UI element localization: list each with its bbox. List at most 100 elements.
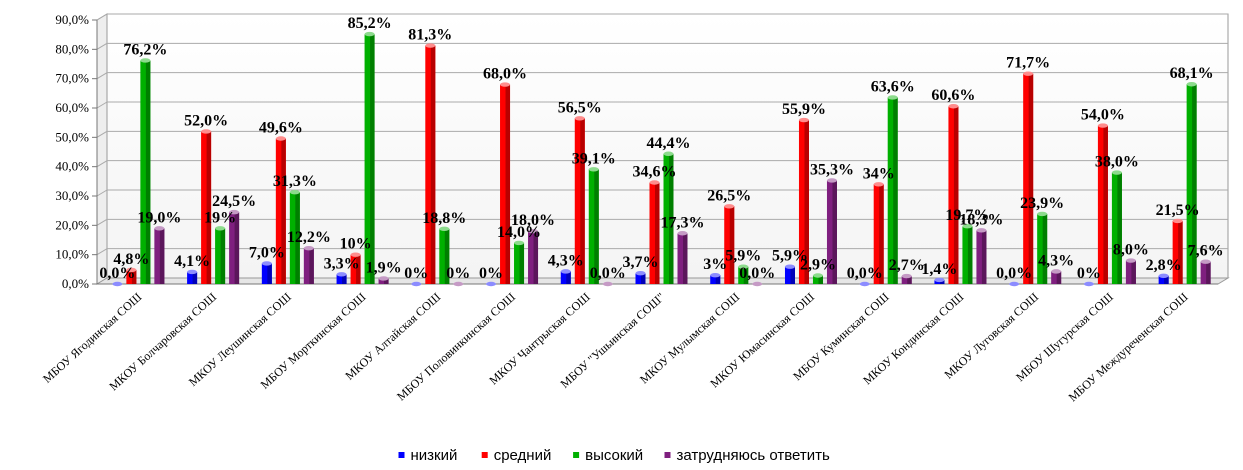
data-label: 7,0% [249, 244, 285, 261]
bar [500, 82, 511, 285]
data-label: 60,6% [931, 87, 975, 104]
data-label: 17,3% [661, 214, 705, 231]
bar-shade [594, 169, 599, 284]
bar-shade [804, 120, 809, 284]
bar-cap [859, 281, 870, 287]
bar [1083, 281, 1094, 287]
bar-cap [649, 180, 660, 185]
bar-body [350, 254, 361, 284]
data-label: 3,7% [623, 254, 659, 271]
bar-shade [444, 228, 450, 284]
data-label: 19,7% [945, 207, 989, 224]
bar [364, 31, 375, 284]
bar-cap [1037, 211, 1048, 217]
bar-body [663, 153, 674, 284]
bar [812, 273, 823, 284]
data-label: 34,6% [633, 164, 677, 181]
gridline-side [96, 13, 108, 21]
data-label: 85,2% [348, 15, 392, 32]
legend-swatch [481, 452, 488, 458]
bar-cap [901, 273, 912, 279]
bar [976, 228, 987, 284]
bar-body [514, 242, 525, 284]
bar [229, 209, 240, 284]
bar-body [289, 192, 300, 284]
bar [154, 226, 165, 284]
bar-body [948, 106, 959, 285]
bar-cap [1023, 71, 1034, 76]
bar-cap [798, 117, 809, 123]
legend-item: высокий [573, 447, 643, 464]
data-label: 4,3% [1038, 252, 1074, 269]
bar-shade [281, 138, 286, 284]
bar [663, 151, 674, 284]
bar-body [1023, 73, 1034, 285]
data-label: 14,0% [497, 224, 541, 241]
gridline-side [96, 72, 108, 80]
data-label: 19% [204, 209, 236, 226]
bar [140, 58, 151, 285]
bar-shade [1192, 84, 1197, 285]
legend-label: затрудняюсь ответить [677, 447, 830, 464]
bar-cap [962, 224, 973, 229]
data-label: 1,9% [366, 259, 402, 276]
bar [677, 231, 688, 284]
gridline-side [96, 189, 108, 197]
bar-cap [187, 269, 198, 275]
y-tick-label: 20,0% [55, 217, 89, 232]
bar-shade [430, 45, 436, 284]
data-label: 71,7% [1006, 55, 1050, 72]
bar [1172, 218, 1183, 284]
bar-body [649, 182, 660, 284]
bar-cap [1186, 82, 1197, 87]
data-label: 0,0% [99, 265, 135, 282]
y-tick-label: 30,0% [55, 188, 89, 203]
bar-shade [641, 273, 646, 284]
bar [1158, 273, 1169, 284]
bar-cap [154, 226, 165, 231]
data-label: 55,9% [782, 101, 826, 118]
gridline-side [96, 130, 108, 138]
bar [560, 269, 571, 284]
y-tick-label: 90,0% [55, 12, 89, 27]
bar [752, 281, 763, 287]
bar-cap [1111, 170, 1122, 175]
data-label: 2,7% [889, 257, 925, 274]
bar-shade [1028, 73, 1034, 285]
bar-cap [663, 151, 674, 156]
bar [948, 104, 959, 285]
data-label: 4,1% [174, 253, 210, 270]
bar-shade [683, 233, 688, 284]
gridline-side [96, 160, 108, 168]
bar-body [710, 275, 721, 284]
bar-body [275, 138, 286, 284]
bar-cap [229, 209, 240, 215]
bar-shade [790, 266, 795, 284]
bar [574, 116, 585, 285]
bar-cap [289, 189, 300, 195]
bar-body [826, 180, 837, 284]
bar-shade [907, 276, 912, 284]
bar-shade [939, 279, 945, 284]
bar-shade [729, 206, 735, 284]
bar-body [439, 228, 450, 284]
bar [724, 204, 735, 284]
data-label: 18,3% [959, 211, 1003, 228]
bar-body [574, 118, 585, 285]
bar-shade [131, 269, 137, 284]
bar [635, 270, 646, 284]
bar-body [812, 275, 823, 284]
bar-shade [1206, 261, 1211, 284]
bar-shade [519, 242, 525, 284]
data-label: 76,2% [123, 41, 167, 58]
bar-body [873, 184, 884, 284]
data-label: 3% [703, 256, 727, 273]
bar-body [976, 230, 987, 284]
legend-label: средний [494, 447, 552, 464]
bar-cap [635, 270, 646, 276]
bar-cap [752, 281, 763, 287]
bar-cap [275, 136, 286, 141]
bar-shade [234, 212, 240, 284]
bar [887, 95, 898, 284]
